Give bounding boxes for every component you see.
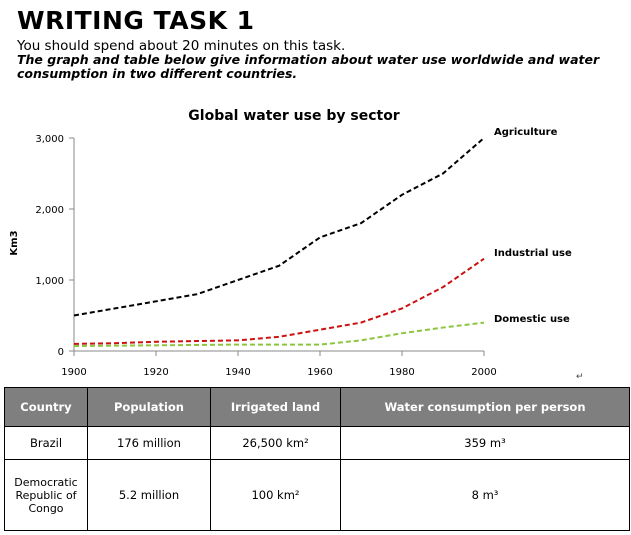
table-header-irrigated-land: Irrigated land bbox=[210, 387, 341, 427]
x-tick-label: 1900 bbox=[61, 367, 86, 378]
table-header-country: Country bbox=[4, 387, 88, 427]
x-tick-label: 1940 bbox=[225, 367, 250, 378]
series-line-industrial-use bbox=[73, 257, 485, 345]
y-axis-label: Km3 bbox=[9, 230, 20, 255]
series-line-agriculture bbox=[73, 137, 485, 317]
series-line-domestic-use bbox=[73, 321, 485, 348]
table-cell: 26,500 km² bbox=[210, 426, 341, 460]
table-header-water-consumption: Water consumption per person bbox=[340, 387, 630, 427]
x-tick-label: 2000 bbox=[471, 367, 496, 378]
x-tick-label: 1960 bbox=[307, 367, 332, 378]
table-cell: 5.2 million bbox=[87, 459, 211, 531]
series-label: Domestic use bbox=[494, 314, 570, 325]
series-label: Industrial use bbox=[494, 248, 572, 259]
chart-title: Global water use by sector bbox=[188, 108, 400, 124]
paragraph-mark: ↵ bbox=[576, 371, 584, 381]
table-cell: Brazil bbox=[4, 426, 88, 460]
instruction-text: You should spend about 20 minutes on thi… bbox=[17, 38, 346, 54]
series-label: Agriculture bbox=[494, 127, 558, 138]
table-row: Democratic Republic of Congo 5.2 million… bbox=[4, 459, 630, 531]
x-tick-label: 1920 bbox=[143, 367, 168, 378]
table-header-population: Population bbox=[87, 387, 211, 427]
table-cell: 8 m³ bbox=[340, 459, 630, 531]
page-title: WRITING TASK 1 bbox=[17, 6, 255, 35]
table-cell: 176 million bbox=[87, 426, 211, 460]
table-cell: Democratic Republic of Congo bbox=[4, 459, 88, 531]
y-tick-label: 2,000 bbox=[35, 205, 64, 216]
table-cell: 100 km² bbox=[210, 459, 341, 531]
table-row: Brazil 176 million 26,500 km² 359 m³ bbox=[4, 426, 630, 460]
line-chart: Global water use by sector Km3 0 1,000 2,0… bbox=[9, 108, 572, 378]
y-tick-label: 3,000 bbox=[35, 134, 64, 145]
y-tick-label: 0 bbox=[58, 347, 64, 358]
x-tick-label: 1980 bbox=[389, 367, 414, 378]
water-consumption-table: Country Population Irrigated land Water … bbox=[4, 387, 630, 531]
task-description: The graph and table below give informati… bbox=[17, 52, 600, 81]
table-cell: 359 m³ bbox=[340, 426, 630, 460]
y-tick-label: 1,000 bbox=[35, 276, 64, 287]
